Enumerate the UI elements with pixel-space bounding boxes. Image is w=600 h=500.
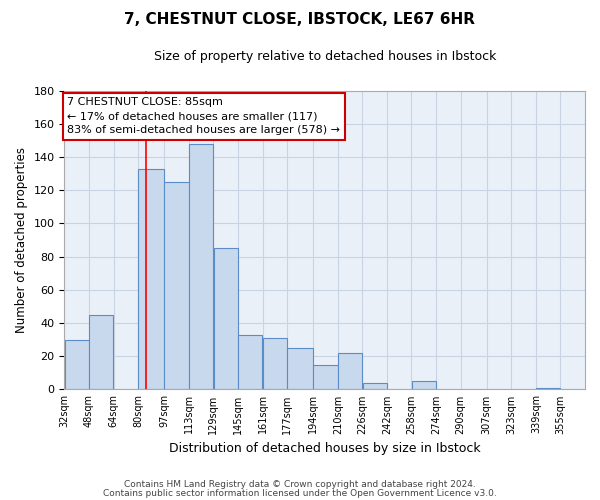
Bar — [65, 340, 89, 390]
Bar — [263, 338, 287, 390]
Bar — [139, 168, 164, 390]
Bar — [164, 182, 188, 390]
Text: Contains HM Land Registry data © Crown copyright and database right 2024.: Contains HM Land Registry data © Crown c… — [124, 480, 476, 489]
Bar — [536, 388, 560, 390]
Y-axis label: Number of detached properties: Number of detached properties — [15, 147, 28, 333]
Bar — [214, 248, 238, 390]
Bar — [338, 353, 362, 390]
Bar — [89, 314, 113, 390]
X-axis label: Distribution of detached houses by size in Ibstock: Distribution of detached houses by size … — [169, 442, 481, 455]
Text: 7 CHESTNUT CLOSE: 85sqm
← 17% of detached houses are smaller (117)
83% of semi-d: 7 CHESTNUT CLOSE: 85sqm ← 17% of detache… — [67, 97, 340, 135]
Title: Size of property relative to detached houses in Ibstock: Size of property relative to detached ho… — [154, 50, 496, 63]
Bar — [189, 144, 213, 390]
Bar — [287, 348, 313, 390]
Text: 7, CHESTNUT CLOSE, IBSTOCK, LE67 6HR: 7, CHESTNUT CLOSE, IBSTOCK, LE67 6HR — [125, 12, 476, 28]
Text: Contains public sector information licensed under the Open Government Licence v3: Contains public sector information licen… — [103, 489, 497, 498]
Bar — [412, 381, 436, 390]
Bar — [313, 364, 338, 390]
Bar — [362, 383, 386, 390]
Bar — [238, 334, 262, 390]
